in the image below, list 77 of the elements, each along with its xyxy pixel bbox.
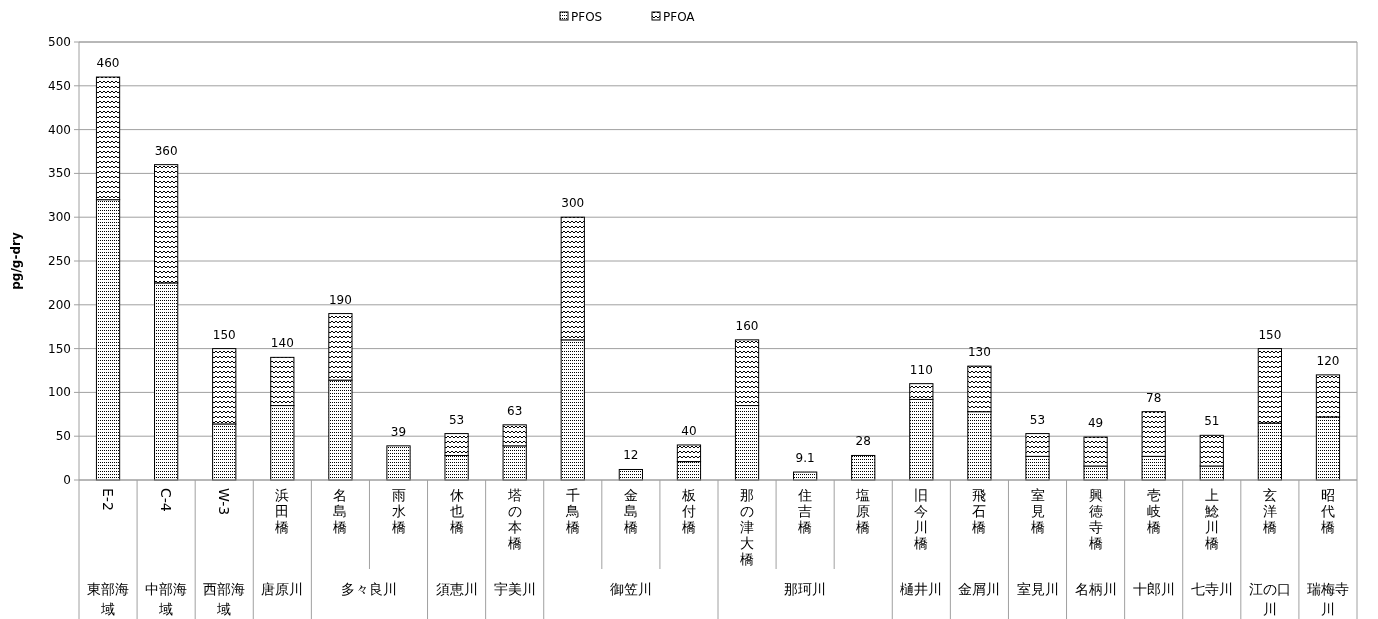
- total-label: 9.1: [795, 451, 815, 466]
- y-tick-label: 150: [48, 341, 71, 356]
- x-tick-label: 雨水橋: [391, 487, 406, 535]
- y-tick-label: 250: [48, 254, 71, 268]
- y-axis-title: pg/g-dry: [9, 232, 23, 290]
- total-label: 300: [561, 196, 585, 211]
- total-label: 460: [96, 56, 120, 71]
- text: 唐原川: [261, 581, 304, 597]
- text: 江の口川: [1248, 581, 1291, 617]
- x-tick-label: 浜田橋: [275, 487, 290, 535]
- total-label: 120: [1316, 353, 1340, 368]
- total-label: 160: [735, 318, 759, 333]
- total-label: 110: [909, 362, 933, 377]
- x-tick-label: 金島橋: [623, 487, 638, 535]
- total-label: 53: [1029, 412, 1046, 427]
- text: 樋井川: [900, 581, 943, 597]
- legend-label: PFOS: [571, 10, 603, 24]
- text: 七寺川: [1190, 581, 1233, 597]
- text: 中部海域: [145, 581, 188, 617]
- text: 御笠川: [609, 581, 652, 597]
- y-tick-label: 100: [48, 385, 71, 400]
- total-label: 190: [328, 292, 352, 307]
- x-tick-label: 室見橋: [1030, 487, 1045, 535]
- total-label: 49: [1087, 416, 1104, 431]
- x-tick-label: 休也橋: [449, 487, 464, 535]
- total-label: 51: [1204, 414, 1220, 429]
- total-label: 63: [507, 403, 523, 418]
- x-tick-label: 塔の本橋: [506, 487, 522, 551]
- x-tick-label: W-3: [216, 488, 233, 516]
- y-tick-label: 400: [48, 122, 71, 137]
- total-label: 130: [967, 345, 991, 360]
- y-tick-label: 50: [55, 429, 71, 444]
- legend-label: PFOA: [663, 10, 696, 24]
- text: 西部海域: [203, 581, 246, 617]
- text: 宇美川: [493, 581, 536, 597]
- y-tick-label: 200: [48, 297, 71, 312]
- bar: [386, 445, 411, 481]
- text: 室見川: [1016, 581, 1059, 597]
- y-tick-label: 450: [48, 78, 71, 93]
- x-tick-label: 玄洋橋: [1262, 487, 1277, 535]
- text: 名柄川: [1074, 581, 1117, 597]
- x-tick-label: 名島橋: [333, 487, 348, 535]
- text: 十郎川: [1132, 581, 1175, 597]
- total-label: 360: [154, 143, 178, 158]
- total-label: 40: [681, 423, 697, 438]
- x-tick-label: 昭代橋: [1319, 487, 1335, 535]
- total-label: 39: [390, 424, 407, 439]
- bar: [851, 454, 876, 481]
- total-label: 150: [1258, 327, 1282, 342]
- x-tick-label: 塩原橋: [855, 487, 871, 535]
- x-tick-label: C-4: [158, 488, 175, 512]
- total-label: 53: [448, 412, 465, 427]
- y-tick-label: 500: [48, 35, 71, 49]
- y-tick-label: 0: [63, 473, 71, 487]
- total-label: 140: [270, 336, 294, 351]
- x-tick-label: 興徳寺橋: [1088, 487, 1103, 551]
- text: 那珂川: [784, 581, 827, 597]
- total-label: 78: [1146, 390, 1162, 405]
- x-tick-label: 那の津大橋: [740, 487, 755, 567]
- x-tick-label: 飛石橋: [972, 487, 987, 535]
- x-tick-label: E-2: [100, 488, 117, 511]
- text: 東部海域: [87, 581, 130, 617]
- y-tick-label: 350: [48, 166, 71, 181]
- x-tick-label: 住吉橋: [797, 487, 813, 535]
- x-tick-label: 板付橋: [680, 487, 696, 535]
- text: 多々良川: [341, 581, 398, 597]
- x-tick-label: 上鯰川橋: [1204, 487, 1219, 551]
- x-tick-label: 壱岐橋: [1146, 487, 1161, 535]
- total-label: 150: [212, 327, 236, 342]
- total-label: 12: [623, 448, 639, 463]
- text: 須恵川: [435, 581, 478, 597]
- x-tick-label: 旧今川橋: [914, 487, 929, 551]
- y-tick-label: 300: [48, 210, 71, 225]
- text: 瑞梅寺川: [1306, 581, 1349, 617]
- total-label: 28: [855, 434, 871, 449]
- text: 金屑川: [958, 581, 1001, 597]
- x-tick-label: 千鳥橋: [564, 487, 580, 535]
